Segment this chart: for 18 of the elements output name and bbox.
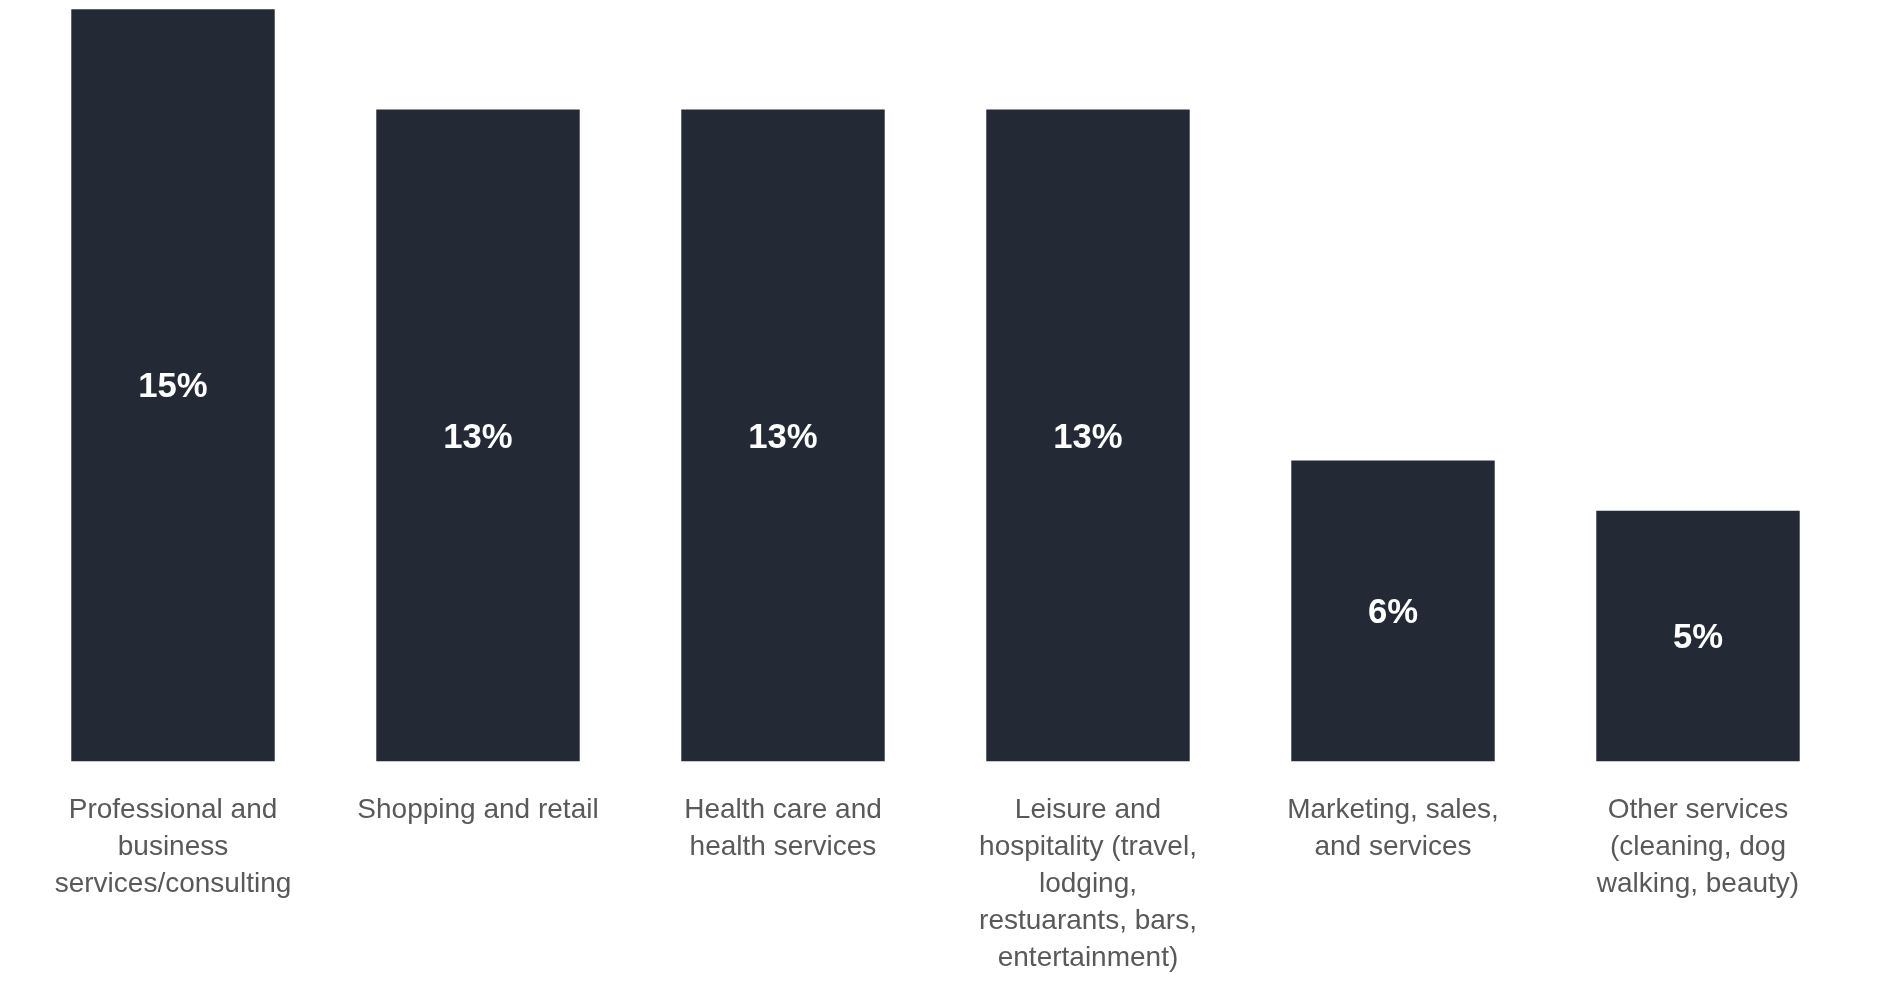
- x-tick-label: Professional and business services/consulting: [54, 792, 292, 898]
- bar: [1596, 510, 1800, 762]
- data-label: 13%: [748, 416, 818, 455]
- x-tick-label: Leisure and hospitality (travel, lodging, restuarants, bars, entertainment): [979, 792, 1197, 973]
- bar: [71, 9, 275, 762]
- data-label: 15%: [138, 366, 208, 405]
- data-label: 6%: [1367, 592, 1419, 631]
- x-tick-label: Other services (cleaning, dog walking, beauty): [1595, 792, 1800, 898]
- x-tick-label: Shopping and retail: [357, 792, 599, 824]
- bar: [376, 109, 580, 762]
- x-tick-label: Marketing, sales, and services: [1287, 792, 1499, 861]
- x-tick-label: Health care and health services: [684, 792, 882, 861]
- data-label: 5%: [1672, 617, 1724, 656]
- bar: [986, 109, 1190, 762]
- data-label: 13%: [443, 416, 513, 455]
- data-label: 13%: [1053, 416, 1123, 455]
- bar: [1291, 460, 1495, 762]
- bar: [681, 109, 885, 762]
